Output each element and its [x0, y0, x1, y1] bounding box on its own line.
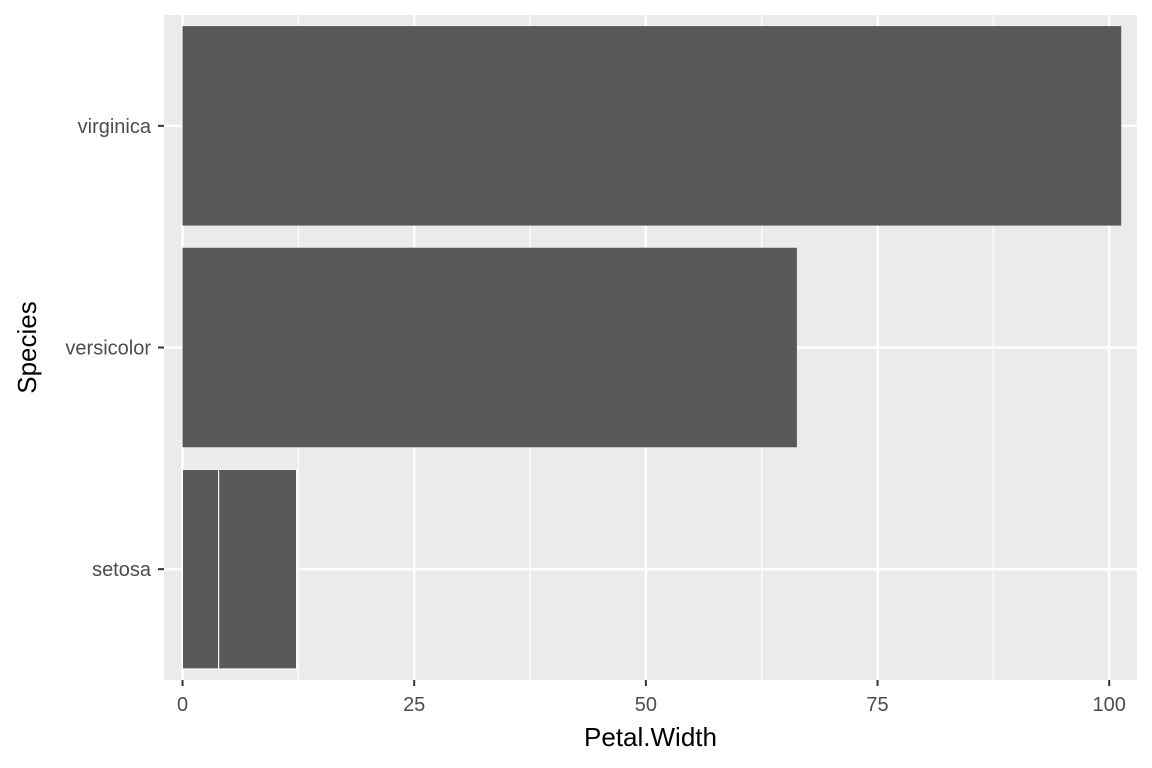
bar-versicolor — [182, 247, 797, 448]
bar-setosa-segment-1 — [182, 468, 220, 670]
x-tick-label: 100 — [1093, 694, 1126, 716]
x-tick-label: 25 — [403, 694, 425, 716]
x-axis-title: Petal.Width — [584, 722, 717, 752]
y-axis-title: Species — [12, 301, 42, 394]
y-tick-label: versicolor — [65, 338, 151, 360]
bar-setosa-segment-2 — [218, 468, 298, 670]
y-tick-label: setosa — [92, 559, 152, 581]
x-tick-label: 75 — [866, 694, 888, 716]
x-tick-label: 0 — [177, 694, 188, 716]
y-axis: setosa versicolor virginica — [65, 116, 164, 581]
x-axis: 0 25 50 75 100 — [177, 680, 1126, 716]
y-tick-label: virginica — [78, 116, 152, 138]
x-tick-label: 50 — [635, 694, 657, 716]
bar-virginica — [182, 26, 1122, 226]
bars — [182, 26, 1122, 670]
